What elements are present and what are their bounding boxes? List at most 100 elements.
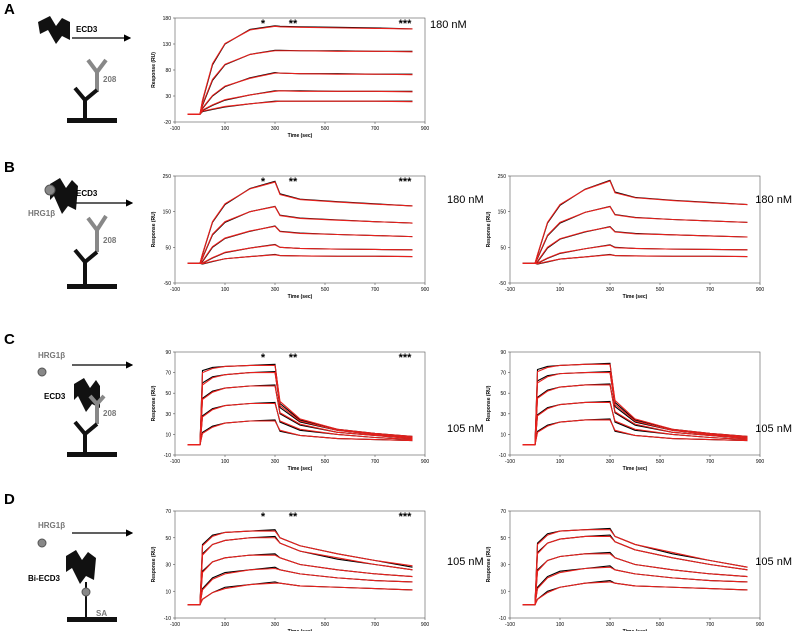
significance-mark: *** [399,176,413,188]
sensorgram-line [522,363,748,446]
y-tick-label: 90 [500,350,506,356]
x-tick-label: 900 [421,459,430,465]
x-tick-label: -100 [170,287,180,293]
significance-mark: * [261,18,266,30]
x-axis-label: Time (sec) [288,629,313,631]
significance-mark: * [261,352,266,364]
y-tick-label: 30 [165,94,171,100]
sensorgram-line [522,553,748,606]
x-tick-label: 500 [321,459,330,465]
x-tick-label: 100 [221,126,230,132]
x-tick-label: 100 [556,459,565,465]
y-tick-label: 70 [165,509,171,515]
ligand [37,367,47,377]
sensorgram-line [187,385,413,446]
concentration-label: 180 nM [447,194,484,206]
significance-mark: ** [289,176,298,188]
x-tick-label: 100 [221,287,230,293]
significance-mark: ** [289,511,298,523]
x-tick-label: -100 [505,287,515,293]
sensorgram-line [522,581,748,606]
x-tick-label: 900 [756,287,765,293]
x-tick-label: 500 [656,622,665,628]
x-tick-label: 100 [221,459,230,465]
x-axis-label: Time (sec) [623,294,648,300]
x-tick-label: 700 [371,459,380,465]
sensorgram-line [522,206,748,264]
sensorgram-line [522,565,748,606]
y-axis-label: Response (RU) [151,52,157,88]
significance-mark: * [261,176,266,188]
y-axis-label: Response (RU) [486,546,492,582]
sensorgram-line [522,362,748,446]
sensorgram-line [187,100,413,115]
panel-letter: A [4,1,15,18]
y-tick-label: -50 [164,281,171,287]
sensorgram-line [187,244,413,264]
y-tick-label: 50 [500,245,506,251]
ligand-label: HRG1β [28,209,55,218]
y-tick-label: -10 [499,453,506,459]
x-tick-label: -100 [170,622,180,628]
x-tick-label: 900 [421,622,430,628]
sensorgram-line [522,534,748,606]
y-tick-label: 130 [163,42,172,48]
ligand [44,184,56,196]
y-tick-label: 30 [165,563,171,569]
sensorgram-line [187,225,413,264]
x-tick-label: 300 [271,287,280,293]
x-tick-label: 100 [556,622,565,628]
y-axis-label: Response (RU) [486,385,492,421]
y-tick-label: -10 [164,616,171,622]
x-tick-label: 300 [606,287,615,293]
ligand-label: HRG1β [38,351,65,360]
sensorgram-line [187,206,413,264]
sensorgram-line [187,180,413,264]
x-tick-label: 900 [756,459,765,465]
sensorgram-line [187,90,413,115]
y-tick-label: 50 [165,536,171,542]
y-tick-label: 10 [500,589,506,595]
chip-surface [67,118,117,123]
plot-frame [174,351,426,456]
x-tick-label: 100 [556,287,565,293]
y-tick-label: 90 [165,350,171,356]
y-tick-label: 30 [165,412,171,418]
sensorgram-line [522,226,748,264]
significance-mark: ** [289,18,298,30]
panel-b-diagram: B HRG1β ECD3 208 [4,159,134,289]
y-tick-label: -50 [499,281,506,287]
sensorgram-line [522,226,748,264]
streptavidin [81,587,91,597]
y-axis-label: Response (RU) [151,546,157,582]
sensorgram-line [187,372,413,446]
y-tick-label: 150 [163,210,172,216]
panel-letter: D [4,491,15,508]
antibody-label: 208 [103,75,117,84]
sensorgram-line [187,537,413,606]
sensorgram-line [522,579,748,606]
y-tick-label: 30 [500,563,506,569]
plot-frame [174,17,426,123]
sensorgram-line [522,384,748,446]
sensorgram-line [187,535,413,606]
concentration-label: 105 nM [755,556,792,568]
x-tick-label: 500 [656,459,665,465]
panel-d-diagram: D HRG1β Bi-ECD3 SA [4,491,134,622]
sensorgram-line [522,372,748,446]
sensorgram-line [187,49,413,115]
y-tick-label: 10 [165,432,171,438]
x-tick-label: 700 [371,622,380,628]
x-tick-label: 700 [371,287,380,293]
y-tick-label: 180 [163,16,172,22]
y-tick-label: 50 [165,391,171,397]
x-tick-label: 500 [321,126,330,132]
receptor-domain [50,178,78,214]
y-axis-label: Response (RU) [151,385,157,421]
plot-frame [509,351,761,456]
x-tick-label: 300 [271,126,280,132]
y-tick-label: 50 [165,245,171,251]
sensorgram-line [187,363,413,446]
y-axis-label: Response (RU) [486,211,492,247]
